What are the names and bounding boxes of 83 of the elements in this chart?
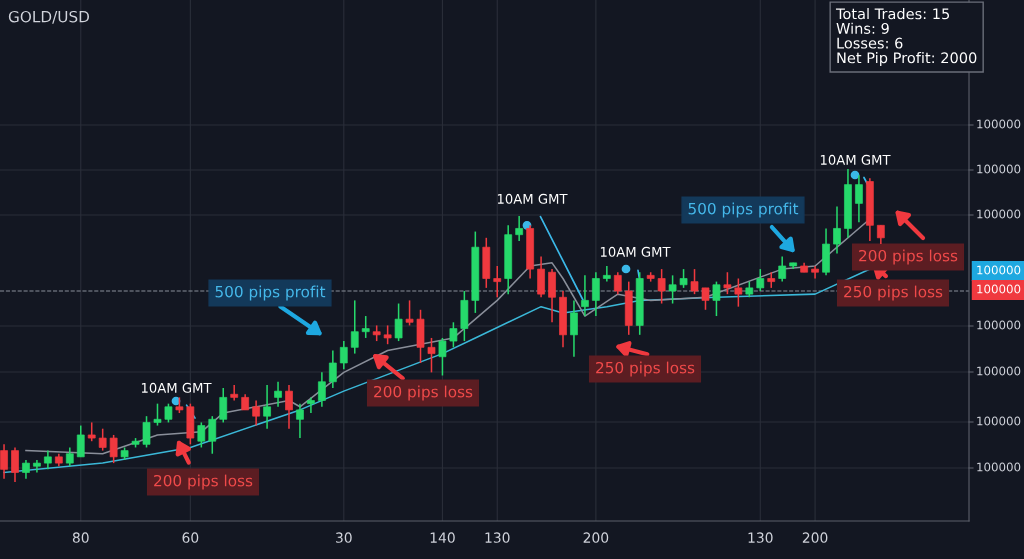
candlestick xyxy=(307,396,315,414)
candlestick xyxy=(405,299,414,327)
candlestick xyxy=(570,299,578,358)
text: 100000 xyxy=(977,209,1021,219)
candlestick xyxy=(723,271,732,295)
x-tick-label: 200 xyxy=(583,532,609,543)
candlestick xyxy=(230,384,239,402)
candlestick xyxy=(22,459,30,480)
candlestick xyxy=(602,265,611,283)
text: 100000 xyxy=(977,320,1021,330)
annotation: 250 pips loss xyxy=(596,361,695,377)
text: 10AM GMT xyxy=(820,154,891,165)
candlestick xyxy=(44,449,52,471)
candlestick xyxy=(87,421,96,442)
candlestick xyxy=(833,205,841,255)
candlestick xyxy=(690,268,699,295)
annotation: 250 pips loss xyxy=(844,285,943,301)
candlestick xyxy=(274,380,282,408)
candlestick xyxy=(592,271,600,317)
annotation: 10AM GMT xyxy=(141,382,212,393)
x-tick-label: 130 xyxy=(485,532,510,543)
annotation: 200 pips loss xyxy=(154,474,253,490)
candlestick xyxy=(778,255,787,283)
candlestick xyxy=(712,280,721,317)
candlestick xyxy=(767,271,776,289)
candlestick xyxy=(142,415,151,449)
candlestick xyxy=(98,427,107,452)
candlestick xyxy=(613,271,622,295)
candlestick xyxy=(208,415,217,455)
candlestick xyxy=(11,446,19,483)
candlestick xyxy=(197,421,206,449)
annotation: 200 pips loss xyxy=(859,249,958,265)
annotation: 200 pips loss xyxy=(374,385,473,401)
annotation: 10AM GMT xyxy=(497,193,568,204)
candlestick xyxy=(657,268,666,305)
candlestick xyxy=(876,224,885,245)
text: Total Trades: 15 Wins: 9 Losses: 6 Net Pip Profit: 2000 xyxy=(835,8,977,67)
x-tick-label: 80 xyxy=(72,532,89,543)
candlestick xyxy=(734,277,743,308)
text: 100000 xyxy=(977,284,1021,294)
text: 100000 xyxy=(977,462,1021,472)
x-tick-label: 140 xyxy=(430,532,455,543)
candlestick xyxy=(219,387,228,424)
candlestick xyxy=(361,315,370,339)
candlestick xyxy=(164,402,173,424)
candlestick xyxy=(252,399,260,427)
text: 100000 xyxy=(977,119,1021,129)
candlestick xyxy=(76,424,85,458)
candlestick xyxy=(449,321,458,349)
annotation: 500 pips profit xyxy=(215,285,326,301)
candlestick xyxy=(65,446,74,468)
text: 100000 xyxy=(977,164,1021,174)
candlestick xyxy=(438,337,447,377)
candlestick xyxy=(350,299,359,355)
candlestick xyxy=(679,268,688,289)
candlestick xyxy=(493,265,502,299)
candlestick xyxy=(394,302,403,342)
candlestick xyxy=(153,402,162,427)
text: 100000 xyxy=(977,366,1021,376)
text: 100000 xyxy=(977,416,1021,426)
candlestick xyxy=(263,384,271,430)
candlestick xyxy=(668,274,677,305)
x-tick-label: 30 xyxy=(336,532,352,543)
candlestick xyxy=(296,402,304,439)
candlestick xyxy=(285,384,293,430)
candlestick xyxy=(701,287,710,311)
candlestick xyxy=(515,215,524,242)
candlestick xyxy=(328,349,337,389)
text: 100000 xyxy=(977,265,1021,275)
candlestick xyxy=(756,268,765,292)
annotation: 500 pips profit xyxy=(688,202,799,218)
x-tick-label: 60 xyxy=(182,532,199,543)
x-tick-label: 200 xyxy=(802,532,828,543)
candlestick xyxy=(0,443,8,480)
candlestick xyxy=(383,324,392,345)
candlestick xyxy=(318,371,326,408)
candlestick xyxy=(339,340,348,371)
candlestick xyxy=(109,434,118,464)
candlestick xyxy=(581,274,589,317)
annotation: 10AM GMT xyxy=(600,246,671,257)
chart-title: GOLD/USD xyxy=(8,10,90,24)
candlestick xyxy=(427,337,436,374)
x-tick-label: 130 xyxy=(748,532,773,543)
